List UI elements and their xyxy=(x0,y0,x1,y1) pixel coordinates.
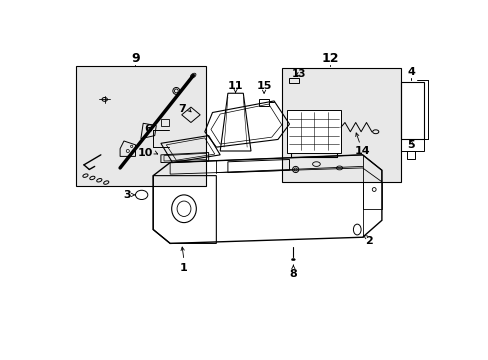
Text: 12: 12 xyxy=(321,52,338,65)
Text: 14: 14 xyxy=(354,146,370,156)
Text: 15: 15 xyxy=(256,81,271,91)
Text: 1: 1 xyxy=(180,263,187,273)
Text: 5: 5 xyxy=(407,140,414,150)
Bar xyxy=(76,66,205,186)
Text: 11: 11 xyxy=(227,81,243,91)
Ellipse shape xyxy=(291,258,295,261)
Bar xyxy=(286,110,341,153)
Text: 9: 9 xyxy=(131,52,140,65)
Bar xyxy=(400,82,424,139)
Text: 2: 2 xyxy=(364,236,372,246)
Text: 4: 4 xyxy=(407,67,414,77)
Text: 13: 13 xyxy=(291,69,305,79)
Bar xyxy=(258,99,269,106)
Ellipse shape xyxy=(190,73,196,78)
Text: 10: 10 xyxy=(138,148,153,158)
Bar xyxy=(362,182,381,209)
Text: 3: 3 xyxy=(123,190,131,200)
Bar xyxy=(407,151,414,159)
Bar xyxy=(161,120,168,126)
Text: 8: 8 xyxy=(289,269,297,279)
Text: 6: 6 xyxy=(143,125,151,134)
Text: 7: 7 xyxy=(178,104,185,114)
Bar xyxy=(281,68,400,182)
Bar xyxy=(289,78,298,83)
